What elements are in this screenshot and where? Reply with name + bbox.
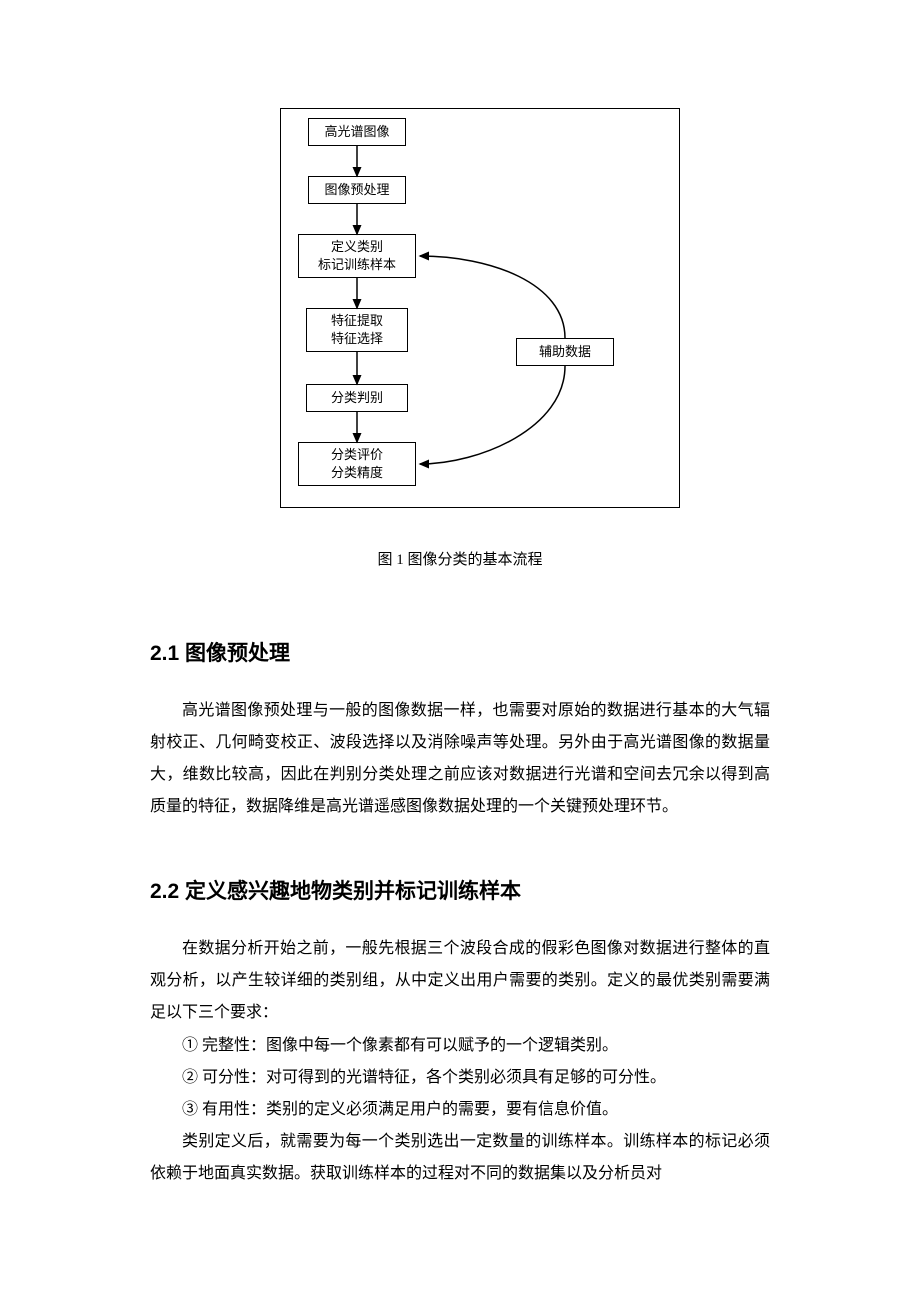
flowchart-node-label: 特征选择 <box>331 330 383 348</box>
flowchart-node-aux: 辅助数据 <box>516 338 614 366</box>
flowchart: 高光谱图像图像预处理定义类别标记训练样本特征提取特征选择分类判别分类评价分类精度… <box>280 108 680 508</box>
flowchart-node-label: 高光谱图像 <box>324 123 389 141</box>
flowchart-node-n2: 图像预处理 <box>308 176 406 204</box>
list-item-3: ③ 有用性：类别的定义必须满足用户的需要，要有信息价值。 <box>182 1094 772 1126</box>
paragraph-2-2-a: 在数据分析开始之前，一般先根据三个波段合成的假彩色图像对数据进行整体的直观分析，… <box>150 933 770 1029</box>
flowchart-node-label: 分类判别 <box>331 389 383 407</box>
paragraph-2-2-b: 类别定义后，就需要为每一个类别选出一定数量的训练样本。训练样本的标记必须依赖于地… <box>150 1126 770 1190</box>
flowchart-node-label: 辅助数据 <box>539 343 591 361</box>
figure-caption: 图 1 图像分类的基本流程 <box>0 548 920 569</box>
flowchart-node-n1: 高光谱图像 <box>308 118 406 146</box>
flowchart-node-label: 图像预处理 <box>324 181 389 199</box>
flowchart-node-label: 分类评价 <box>331 446 383 464</box>
flowchart-node-n6: 分类评价分类精度 <box>298 442 416 486</box>
flowchart-node-label: 定义类别 <box>331 238 383 256</box>
flowchart-node-label: 特征提取 <box>331 312 383 330</box>
flowchart-node-n5: 分类判别 <box>306 384 408 412</box>
list-item-1: ① 完整性：图像中每一个像素都有可以赋予的一个逻辑类别。 <box>182 1030 772 1062</box>
list-item-2: ② 可分性：对可得到的光谱特征，各个类别必须具有足够的可分性。 <box>182 1062 772 1094</box>
flowchart-node-label: 分类精度 <box>331 464 383 482</box>
heading-2-1: 2.1 图像预处理 <box>150 637 290 667</box>
flowchart-node-label: 标记训练样本 <box>318 256 396 274</box>
paragraph-2-1: 高光谱图像预处理与一般的图像数据一样，也需要对原始的数据进行基本的大气辐射校正、… <box>150 695 770 823</box>
flowchart-node-n3: 定义类别标记训练样本 <box>298 234 416 278</box>
flowchart-node-n4: 特征提取特征选择 <box>306 308 408 352</box>
heading-2-2: 2.2 定义感兴趣地物类别并标记训练样本 <box>150 875 521 905</box>
